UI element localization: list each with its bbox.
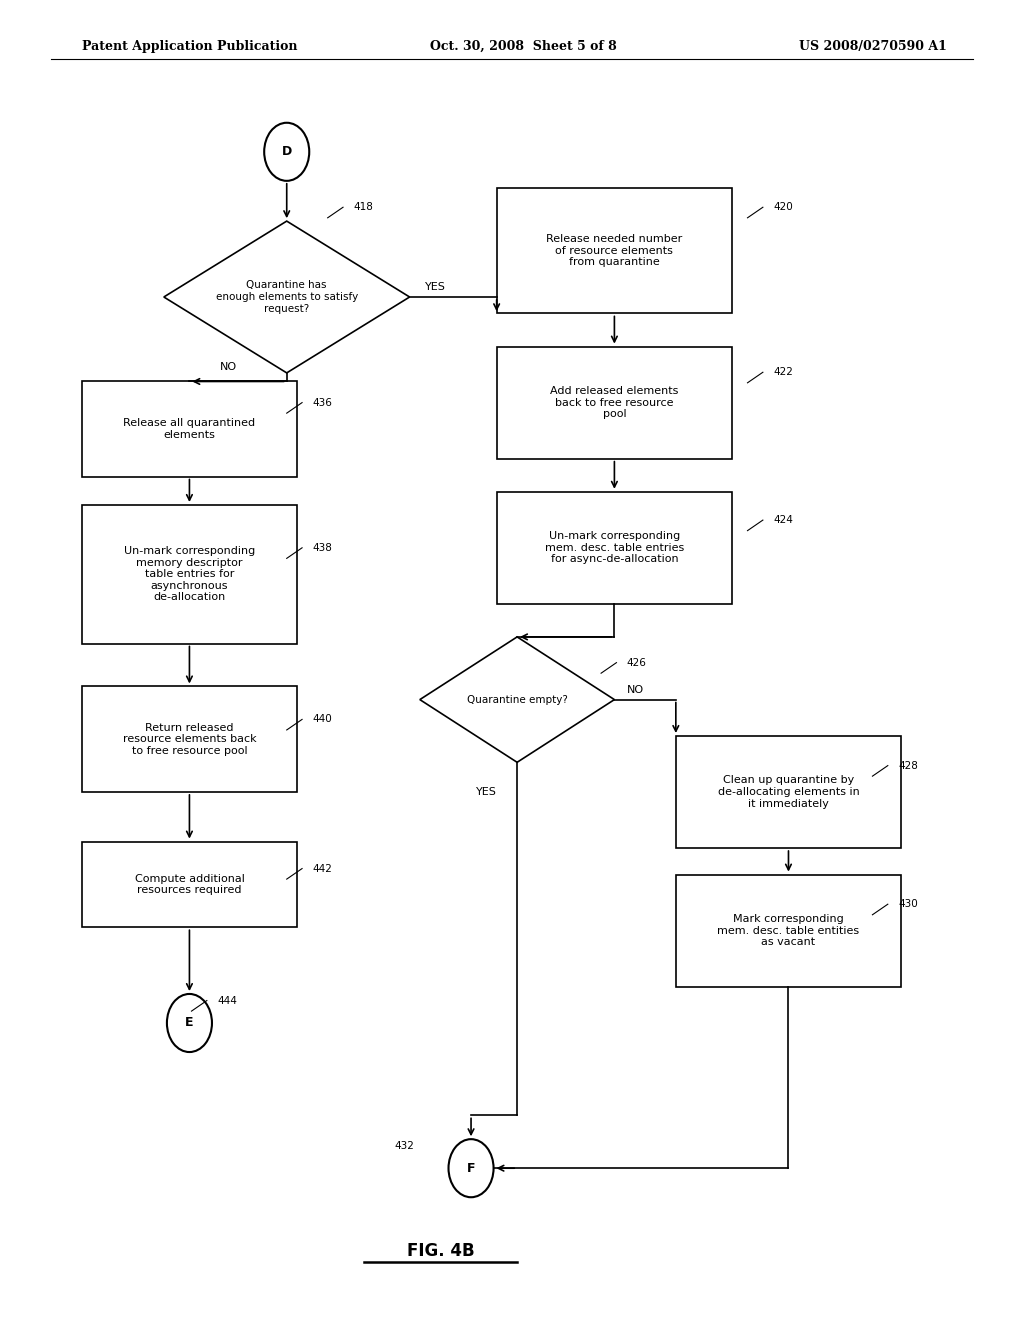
- Text: 436: 436: [312, 397, 332, 408]
- Text: D: D: [282, 145, 292, 158]
- Text: Clean up quarantine by
de-allocating elements in
it immediately: Clean up quarantine by de-allocating ele…: [718, 775, 859, 809]
- Text: 438: 438: [312, 543, 332, 553]
- Text: 420: 420: [773, 202, 793, 213]
- Text: 426: 426: [627, 657, 646, 668]
- Text: NO: NO: [220, 362, 238, 372]
- Polygon shape: [164, 220, 410, 372]
- Text: 424: 424: [773, 515, 793, 525]
- Text: 432: 432: [394, 1140, 414, 1151]
- FancyBboxPatch shape: [82, 381, 297, 477]
- Text: NO: NO: [627, 685, 644, 696]
- Text: Release needed number
of resource elements
from quarantine: Release needed number of resource elemen…: [546, 234, 683, 268]
- Text: FIG. 4B: FIG. 4B: [407, 1242, 474, 1261]
- FancyBboxPatch shape: [676, 874, 901, 987]
- Text: Oct. 30, 2008  Sheet 5 of 8: Oct. 30, 2008 Sheet 5 of 8: [430, 40, 616, 53]
- FancyBboxPatch shape: [676, 737, 901, 847]
- Text: 428: 428: [898, 760, 918, 771]
- FancyBboxPatch shape: [82, 506, 297, 644]
- Text: Un-mark corresponding
mem. desc. table entries
for async-de-allocation: Un-mark corresponding mem. desc. table e…: [545, 531, 684, 565]
- Text: Patent Application Publication: Patent Application Publication: [82, 40, 297, 53]
- Text: 442: 442: [312, 863, 332, 874]
- Text: Quarantine has
enough elements to satisfy
request?: Quarantine has enough elements to satisf…: [216, 280, 357, 314]
- Text: 418: 418: [353, 202, 373, 213]
- Circle shape: [167, 994, 212, 1052]
- Text: Compute additional
resources required: Compute additional resources required: [134, 874, 245, 895]
- Text: F: F: [467, 1162, 475, 1175]
- Text: Release all quarantined
elements: Release all quarantined elements: [123, 418, 256, 440]
- Circle shape: [264, 123, 309, 181]
- Text: Un-mark corresponding
memory descriptor
table entries for
asynchronous
de-alloca: Un-mark corresponding memory descriptor …: [124, 546, 255, 602]
- Text: Add released elements
back to free resource
pool: Add released elements back to free resou…: [550, 385, 679, 420]
- FancyBboxPatch shape: [497, 492, 732, 605]
- FancyBboxPatch shape: [497, 187, 732, 313]
- Text: Return released
resource elements back
to free resource pool: Return released resource elements back t…: [123, 722, 256, 756]
- Text: YES: YES: [476, 787, 497, 797]
- Text: E: E: [185, 1016, 194, 1030]
- Text: 430: 430: [898, 899, 918, 909]
- Text: US 2008/0270590 A1: US 2008/0270590 A1: [799, 40, 946, 53]
- FancyBboxPatch shape: [82, 842, 297, 927]
- Text: 422: 422: [773, 367, 793, 378]
- Text: YES: YES: [425, 282, 445, 293]
- Circle shape: [449, 1139, 494, 1197]
- FancyBboxPatch shape: [497, 347, 732, 459]
- Text: 444: 444: [217, 995, 237, 1006]
- Text: Quarantine empty?: Quarantine empty?: [467, 694, 567, 705]
- Polygon shape: [420, 638, 614, 763]
- FancyBboxPatch shape: [82, 686, 297, 792]
- Text: Mark corresponding
mem. desc. table entities
as vacant: Mark corresponding mem. desc. table enti…: [718, 913, 859, 948]
- Text: 440: 440: [312, 714, 332, 725]
